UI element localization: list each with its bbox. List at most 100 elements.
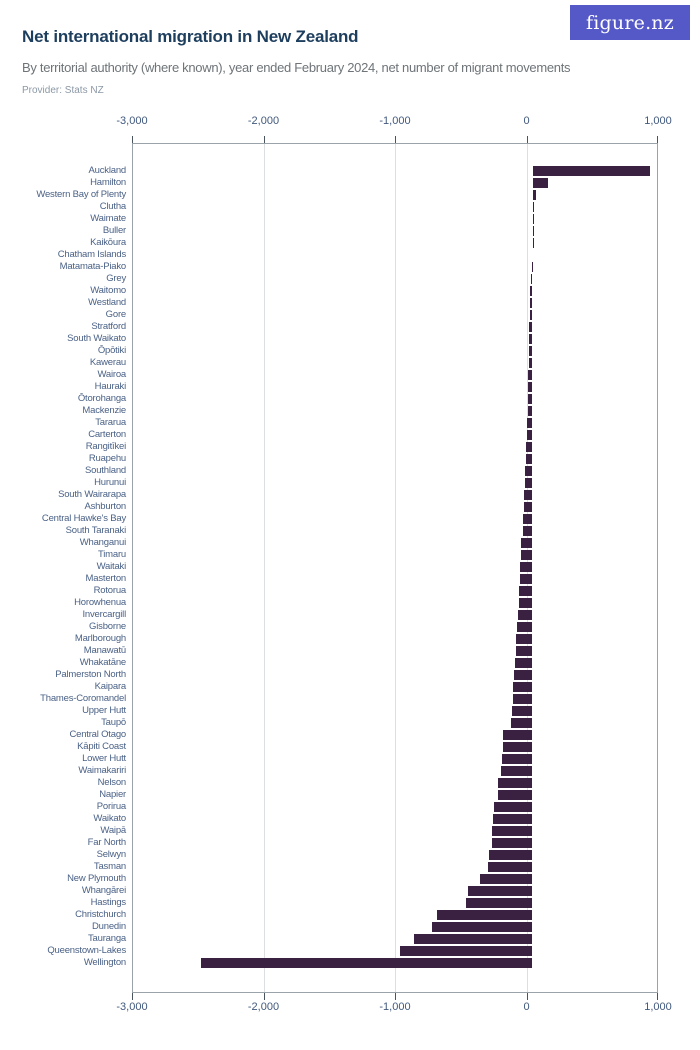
bar (527, 406, 533, 416)
x-tick-label-bottom: 1,000 (644, 1001, 672, 1013)
bar-zone (138, 765, 664, 777)
bar-row: Kāpiti Coast (0, 741, 700, 753)
category-label: Upper Hutt (82, 705, 126, 716)
category-label: Dunedin (92, 921, 126, 932)
bar (432, 922, 533, 932)
bar-zone (138, 885, 664, 897)
x-tick-bottom (263, 993, 265, 1000)
bar (491, 838, 533, 848)
bar-zone (138, 285, 664, 297)
category-label: Gore (105, 309, 127, 320)
bar (532, 202, 535, 212)
bar-row: Thames-Coromandel (0, 693, 700, 705)
bar-row: Central Otago (0, 729, 700, 741)
bar-zone (138, 813, 664, 825)
bar-zone (138, 489, 664, 501)
category-label: Chatham Islands (57, 249, 126, 260)
bar-row: Waimate (0, 213, 700, 225)
category-label: Ruapehu (88, 453, 126, 464)
x-tick-top (395, 136, 396, 143)
bar-zone (138, 609, 664, 621)
category-label: Selwyn (96, 849, 127, 860)
bar (465, 898, 533, 908)
bar-zone (138, 525, 664, 537)
bar-row: Tauranga (0, 933, 700, 945)
bar (523, 514, 533, 524)
category-label: Waikato (93, 813, 126, 824)
bar-zone (138, 237, 664, 249)
bar-row: Masterton (0, 573, 700, 585)
category-label: Central Otago (69, 729, 126, 740)
category-label: Masterton (85, 573, 127, 584)
category-label: Queenstown-Lakes (47, 945, 126, 956)
bar-zone (138, 477, 664, 489)
bar (530, 286, 533, 296)
bar-row: Mackenzie (0, 405, 700, 417)
bar (200, 958, 533, 968)
category-label: Central Hawke's Bay (41, 513, 126, 524)
bar-row: Hastings (0, 897, 700, 909)
category-label: Taupō (101, 717, 126, 728)
category-label: Rotorua (93, 585, 127, 596)
category-label: Whangārei (81, 885, 126, 896)
bar-zone (138, 693, 664, 705)
gridline (395, 144, 396, 992)
bar-zone (138, 801, 664, 813)
category-label: Clutha (99, 201, 126, 212)
bar (526, 430, 533, 440)
category-label: Far North (87, 837, 127, 848)
category-label: Horowhenua (74, 597, 126, 608)
x-tick-label-bottom: 0 (523, 1001, 530, 1013)
bar-row: Wairoa (0, 369, 700, 381)
x-tick-top (526, 136, 528, 143)
bar-row: Waitomo (0, 285, 700, 297)
bar-row: Carterton (0, 429, 700, 441)
bar-row: Napier (0, 789, 700, 801)
bar-zone (138, 309, 664, 321)
category-label: Matamata-Piako (59, 261, 127, 272)
bar (479, 874, 533, 884)
bar-zone (138, 249, 664, 261)
bar (413, 934, 533, 944)
bar-row: Ashburton (0, 501, 700, 513)
bar-row: New Plymouth (0, 873, 700, 885)
category-label: Kaikōura (90, 237, 126, 248)
bar (523, 526, 533, 536)
bar-zone (138, 921, 664, 933)
bar-zone (138, 393, 664, 405)
x-tick-top (263, 136, 265, 143)
category-label: Tararua (95, 417, 126, 428)
category-label: Gisborne (89, 621, 126, 632)
figure-nz-logo: figure.nz (570, 5, 690, 40)
category-label: Wairoa (97, 369, 126, 380)
bar-zone (138, 369, 664, 381)
bar (528, 358, 533, 368)
category-label: Waitomo (90, 285, 126, 296)
bar-row: South Wairarapa (0, 489, 700, 501)
bar-zone (138, 561, 664, 573)
bar-zone (138, 417, 664, 429)
provider-credit: Provider: Stats NZ (22, 85, 104, 96)
category-label: Invercargill (82, 609, 126, 620)
x-tick-label-bottom: -1,000 (379, 1001, 411, 1013)
bar (493, 802, 533, 812)
bar (525, 466, 533, 476)
bar (515, 646, 533, 656)
x-tick-bottom (395, 993, 396, 1000)
bar-zone (138, 501, 664, 513)
bar-row: Taupō (0, 717, 700, 729)
bar (502, 742, 533, 752)
bar-row: Queenstown-Lakes (0, 945, 700, 957)
bar-row: Grey (0, 273, 700, 285)
bar-row: Ōtorohanga (0, 393, 700, 405)
category-label: Carterton (88, 429, 126, 440)
bar-row: Upper Hutt (0, 705, 700, 717)
bar (513, 682, 533, 692)
bar (529, 298, 533, 308)
bar (498, 778, 533, 788)
bar (525, 442, 533, 452)
bar (518, 598, 533, 608)
bar (528, 382, 533, 392)
bar-zone (138, 825, 664, 837)
x-tick-bottom (657, 993, 658, 1000)
